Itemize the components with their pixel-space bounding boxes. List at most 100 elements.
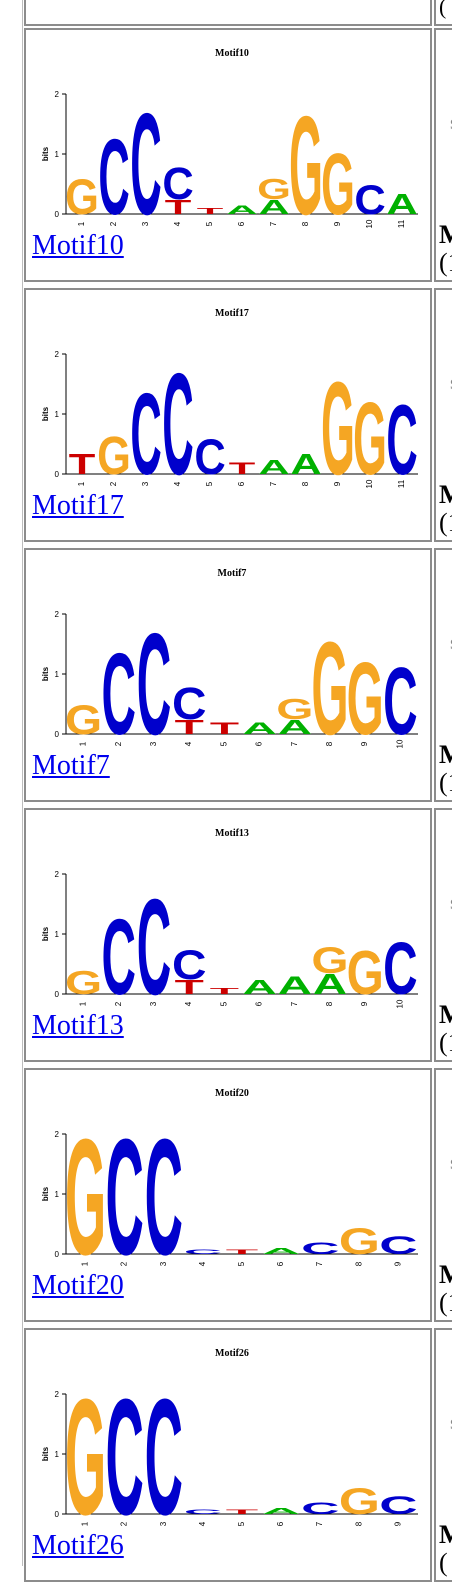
motif-link[interactable]: Motif26 <box>32 1530 124 1561</box>
side-text-m: M <box>439 1000 452 1030</box>
position-label: 5 <box>237 1521 246 1526</box>
position-label: 5 <box>205 481 214 486</box>
position-label: 10 <box>395 999 404 1008</box>
logo-letter: C <box>379 1491 417 1519</box>
position-label: 6 <box>255 1001 264 1006</box>
position-label: 7 <box>315 1521 324 1526</box>
position-label: 7 <box>269 481 278 486</box>
logo-letter: C <box>379 1231 417 1259</box>
position-label: 10 <box>365 479 374 488</box>
position-label: 2 <box>120 1521 129 1526</box>
logo-letter: T <box>69 448 96 480</box>
y-axis-label: bits <box>41 406 50 421</box>
position-label: 8 <box>354 1521 363 1526</box>
position-label: 8 <box>325 741 334 746</box>
side-text-p: ( <box>439 1548 448 1577</box>
logo-letter: G <box>321 136 355 228</box>
position-label: 2 <box>120 1261 129 1266</box>
logo-title: Motif13 <box>215 828 249 839</box>
side-cell: s M( <box>434 1328 452 1582</box>
logo-letter: G <box>347 938 384 1007</box>
side-text-p: (1 <box>439 248 452 277</box>
logo-cell: Motif10 0 1 2 bits 1 G 2 C 3 C 4 T C 5 T 6 A 7 A G 8 G 9 G 10 C 11 A… <box>24 28 432 282</box>
side-text-p: (1 <box>439 768 452 797</box>
y-tick-label: 0 <box>55 470 60 479</box>
position-label: 3 <box>159 1261 168 1266</box>
logo-letter: T <box>197 207 224 216</box>
position-label: 6 <box>237 221 246 226</box>
y-tick-label: 2 <box>55 610 60 619</box>
logo-cell: Motif7 0 1 2 bits 1 G 2 C 3 C 4 T C 5 T 6 A 7 A G 8 G 9 G 10 C Moti… <box>24 548 432 802</box>
logo-letter: G <box>65 1366 106 1528</box>
logo-letter: C <box>354 177 385 223</box>
motif-link[interactable]: Motif7 <box>32 750 110 781</box>
position-label: 9 <box>393 1261 402 1266</box>
position-label: 5 <box>219 1001 228 1006</box>
y-axis-label: bits <box>41 146 50 161</box>
motif-link[interactable]: Motif17 <box>32 490 124 521</box>
side-text-s: s <box>450 1152 452 1175</box>
logo-letter: A <box>242 975 276 998</box>
side-text-s: s <box>450 892 452 915</box>
logo-cell: Motif13 0 1 2 bits 1 G 2 C 3 C 4 T C 5 T 6 A 7 A 8 A G 9 G 10 C Mot… <box>24 808 432 1062</box>
table-row: Motif17 0 1 2 bits 1 T 2 G 3 C 4 C 5 C 6 T 7 A 8 A 9 G 10 G 11 C Mo… <box>24 288 452 544</box>
position-label: 2 <box>114 1001 123 1006</box>
side-text-s: s <box>450 1412 452 1435</box>
y-tick-label: 2 <box>55 1130 60 1139</box>
y-tick-label: 0 <box>55 210 60 219</box>
y-tick-label: 1 <box>55 150 60 159</box>
position-label: 5 <box>205 221 214 226</box>
logo-letter: G <box>65 698 102 743</box>
position-label: 9 <box>333 221 342 226</box>
position-label: 4 <box>184 1001 193 1006</box>
logo-letter: G <box>321 354 355 488</box>
position-label: 6 <box>237 481 246 486</box>
side-text-m: M <box>439 740 452 770</box>
position-label: 1 <box>81 1261 90 1266</box>
position-label: 6 <box>276 1521 285 1526</box>
logo-letter: C <box>383 648 417 748</box>
side-text-s: s <box>450 372 452 395</box>
side-text-s: s <box>450 632 452 655</box>
side-text-p: (1 <box>439 508 452 537</box>
side-cell: s M(1 <box>434 808 452 1062</box>
logo-cell-partial <box>24 0 432 26</box>
position-label: 8 <box>325 1001 334 1006</box>
position-label: 8 <box>354 1261 363 1266</box>
logo-letter: T <box>175 975 205 998</box>
y-tick-label: 0 <box>55 730 60 739</box>
y-tick-label: 2 <box>55 1390 60 1399</box>
table-left-border <box>22 0 23 1566</box>
logo-letter: A <box>262 1507 300 1516</box>
side-cell: s M(1 <box>434 1068 452 1322</box>
position-label: 7 <box>290 741 299 746</box>
logo-letter: A <box>386 188 417 220</box>
logo-letter: G <box>311 616 348 748</box>
logo-letter: A <box>242 719 276 738</box>
motif-link[interactable]: Motif20 <box>32 1270 124 1301</box>
position-label: 4 <box>198 1521 207 1526</box>
logo-letter: T <box>165 196 192 219</box>
logo-cell: Motif17 0 1 2 bits 1 T 2 G 3 C 4 C 5 C 6 T 7 A 8 A 9 G 10 G 11 C Mo… <box>24 288 432 542</box>
position-label: 9 <box>333 481 342 486</box>
motif-link[interactable]: Motif13 <box>32 1010 124 1041</box>
position-label: 1 <box>77 221 86 226</box>
y-tick-label: 0 <box>55 990 60 999</box>
logo-letter: C <box>137 602 171 748</box>
logo-letter: C <box>106 1106 144 1268</box>
position-label: 1 <box>81 1521 90 1526</box>
position-label: 3 <box>141 221 150 226</box>
y-axis-label: bits <box>41 666 50 681</box>
position-label: 3 <box>149 1001 158 1006</box>
logo-letter: C <box>162 343 193 488</box>
position-label: 7 <box>290 1001 299 1006</box>
motif-link[interactable]: Motif10 <box>32 230 124 261</box>
table-row: Motif26012bits1G2C3C4C5T6A7C8G9CMotif26s… <box>24 1328 452 1584</box>
position-label: 8 <box>301 481 310 486</box>
logo-letter: A <box>278 972 312 999</box>
position-label: 3 <box>149 741 158 746</box>
